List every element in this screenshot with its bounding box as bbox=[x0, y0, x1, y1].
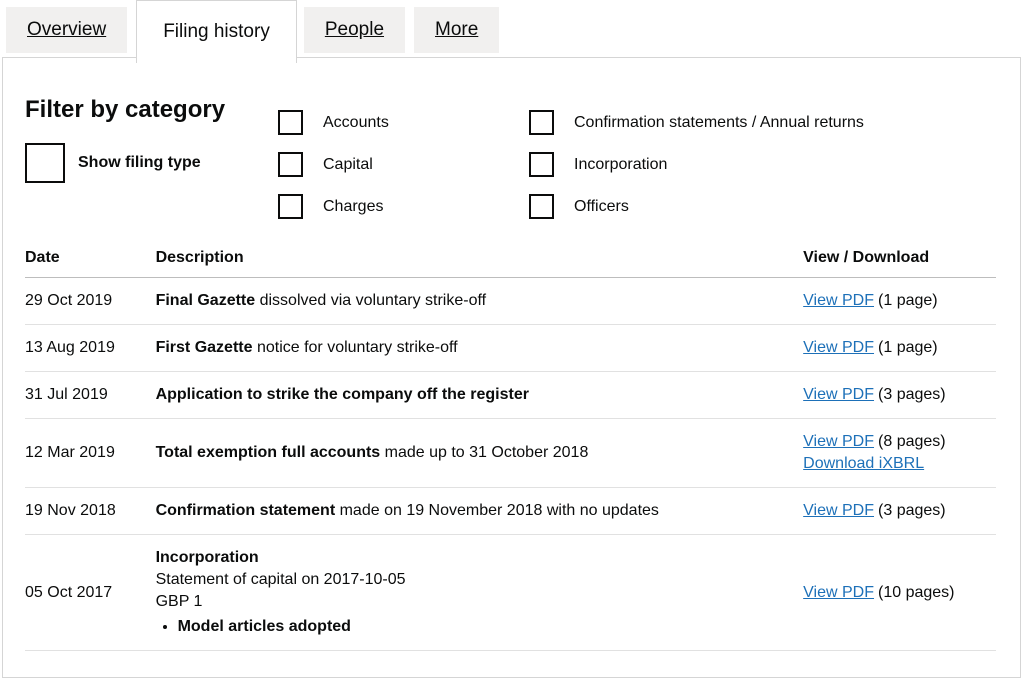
category-charges: Charges bbox=[278, 194, 529, 219]
statement-of-capital-line: Statement of capital on 2017-10-05 bbox=[155, 571, 406, 588]
filing-history-page: Overview Filing history People More Filt… bbox=[0, 0, 1023, 658]
view-download-cell: View PDF (10 pages) bbox=[803, 534, 996, 651]
view-download-cell: View PDF (1 page) bbox=[803, 324, 996, 372]
filing-type: Application to strike the company off th… bbox=[155, 386, 529, 403]
tab-filing-history[interactable]: Filing history bbox=[136, 0, 297, 63]
table-row: 05 Oct 2017 Incorporation Statement of c… bbox=[25, 534, 996, 651]
view-pdf-link[interactable]: View PDF bbox=[803, 583, 875, 601]
date-column-header: Date bbox=[25, 249, 156, 278]
page-count: (8 pages) bbox=[878, 433, 946, 450]
category-officers: Officers bbox=[529, 194, 864, 219]
filing-detail: dissolved via voluntary strike-off bbox=[255, 292, 487, 309]
accounts-label: Accounts bbox=[323, 113, 389, 131]
description-bullet-list: Model articles adopted bbox=[156, 616, 804, 638]
show-filing-type-option: Show filing type bbox=[25, 143, 278, 183]
filing-description: First Gazette notice for voluntary strik… bbox=[155, 324, 804, 372]
filing-date: 29 Oct 2019 bbox=[25, 277, 156, 325]
view-download-cell: View PDF (3 pages) bbox=[803, 487, 996, 535]
table-header-row: Date Description View / Download bbox=[25, 249, 996, 278]
filing-date: 31 Jul 2019 bbox=[25, 371, 156, 419]
filing-type: Confirmation statement bbox=[155, 502, 336, 519]
show-filing-type-checkbox[interactable] bbox=[25, 143, 65, 183]
filing-history-panel: Filter by category Show filing type Acco… bbox=[2, 57, 1021, 678]
page-count: (1 page) bbox=[878, 292, 938, 309]
description-column-header: Description bbox=[155, 249, 804, 278]
table-row: 29 Oct 2019 Final Gazette dissolved via … bbox=[25, 277, 996, 325]
table-row: 31 Jul 2019 Application to strike the co… bbox=[25, 371, 996, 419]
charges-checkbox[interactable] bbox=[278, 194, 303, 219]
charges-label: Charges bbox=[323, 197, 384, 215]
view-pdf-link[interactable]: View PDF bbox=[803, 292, 875, 309]
officers-label: Officers bbox=[574, 197, 629, 215]
tab-overview-link[interactable]: Overview bbox=[27, 19, 107, 40]
filing-type: Incorporation bbox=[155, 549, 259, 566]
confirmation-statements-checkbox[interactable] bbox=[529, 110, 554, 135]
tab-more-link[interactable]: More bbox=[435, 19, 479, 40]
filing-date: 05 Oct 2017 bbox=[25, 534, 156, 651]
view-pdf-link[interactable]: View PDF bbox=[803, 339, 875, 356]
category-incorporation: Incorporation bbox=[529, 152, 864, 177]
view-pdf-link[interactable]: View PDF bbox=[803, 433, 875, 450]
table-row: 13 Aug 2019 First Gazette notice for vol… bbox=[25, 324, 996, 372]
filing-type: Final Gazette bbox=[155, 292, 256, 309]
filing-description: Final Gazette dissolved via voluntary st… bbox=[155, 277, 804, 325]
tab-filing-history-label: Filing history bbox=[163, 21, 270, 42]
filing-date: 12 Mar 2019 bbox=[25, 418, 156, 488]
filter-heading: Filter by category bbox=[25, 96, 226, 123]
filing-description: Application to strike the company off th… bbox=[155, 371, 804, 419]
filing-date: 13 Aug 2019 bbox=[25, 324, 156, 372]
page-count: (10 pages) bbox=[878, 583, 955, 601]
filing-detail: made on 19 November 2018 with no updates bbox=[335, 502, 659, 519]
category-accounts: Accounts bbox=[278, 110, 529, 135]
filing-type: Total exemption full accounts bbox=[155, 444, 381, 461]
category-confirmation-statements: Confirmation statements / Annual returns bbox=[529, 110, 864, 135]
tab-people[interactable]: People bbox=[303, 7, 406, 53]
view-pdf-link[interactable]: View PDF bbox=[803, 502, 875, 519]
show-filing-type-label: Show filing type bbox=[78, 154, 201, 171]
view-download-cell: View PDF (1 page) bbox=[803, 277, 996, 325]
tab-overview[interactable]: Overview bbox=[6, 7, 128, 53]
tab-more[interactable]: More bbox=[414, 7, 500, 53]
view-download-cell: View PDF (3 pages) bbox=[803, 371, 996, 419]
view-pdf-link[interactable]: View PDF bbox=[803, 386, 875, 403]
incorporation-label: Incorporation bbox=[574, 155, 668, 173]
table-row: 12 Mar 2019 Total exemption full account… bbox=[25, 418, 996, 488]
accounts-checkbox[interactable] bbox=[278, 110, 303, 135]
filing-type: First Gazette bbox=[155, 339, 253, 356]
capital-label: Capital bbox=[323, 155, 373, 173]
capital-checkbox[interactable] bbox=[278, 152, 303, 177]
tab-people-link[interactable]: People bbox=[324, 19, 385, 40]
page-count: (3 pages) bbox=[878, 386, 946, 403]
filing-date: 19 Nov 2018 bbox=[25, 487, 156, 535]
filing-description: Confirmation statement made on 19 Novemb… bbox=[155, 487, 804, 535]
tab-bar: Overview Filing history People More bbox=[0, 0, 1023, 63]
category-checkbox-grid: Accounts Confirmation statements / Annua… bbox=[278, 110, 864, 219]
officers-checkbox[interactable] bbox=[529, 194, 554, 219]
view-download-cell: View PDF (8 pages) Download iXBRL bbox=[803, 418, 996, 488]
incorporation-description: Incorporation Statement of capital on 20… bbox=[156, 547, 804, 638]
confirmation-statements-label: Confirmation statements / Annual returns bbox=[574, 113, 864, 131]
category-capital: Capital bbox=[278, 152, 529, 177]
page-count: (1 page) bbox=[878, 339, 938, 356]
filing-description: Incorporation Statement of capital on 20… bbox=[155, 534, 804, 651]
filter-left-column: Filter by category Show filing type bbox=[25, 96, 278, 219]
view-download-column-header: View / Download bbox=[803, 249, 996, 278]
incorporation-checkbox[interactable] bbox=[529, 152, 554, 177]
filing-description: Total exemption full accounts made up to… bbox=[155, 418, 804, 488]
model-articles-bullet: Model articles adopted bbox=[178, 616, 804, 638]
capital-amount-line: GBP 1 bbox=[155, 593, 203, 610]
filter-by-category-section: Filter by category Show filing type Acco… bbox=[25, 96, 996, 219]
filing-detail: made up to 31 October 2018 bbox=[380, 444, 589, 461]
page-count: (3 pages) bbox=[878, 502, 946, 519]
table-row: 19 Nov 2018 Confirmation statement made … bbox=[25, 487, 996, 535]
filing-detail: notice for voluntary strike-off bbox=[252, 339, 458, 356]
filing-history-table: Date Description View / Download 29 Oct … bbox=[25, 249, 996, 651]
download-ixbrl-link[interactable]: Download iXBRL bbox=[803, 455, 925, 472]
